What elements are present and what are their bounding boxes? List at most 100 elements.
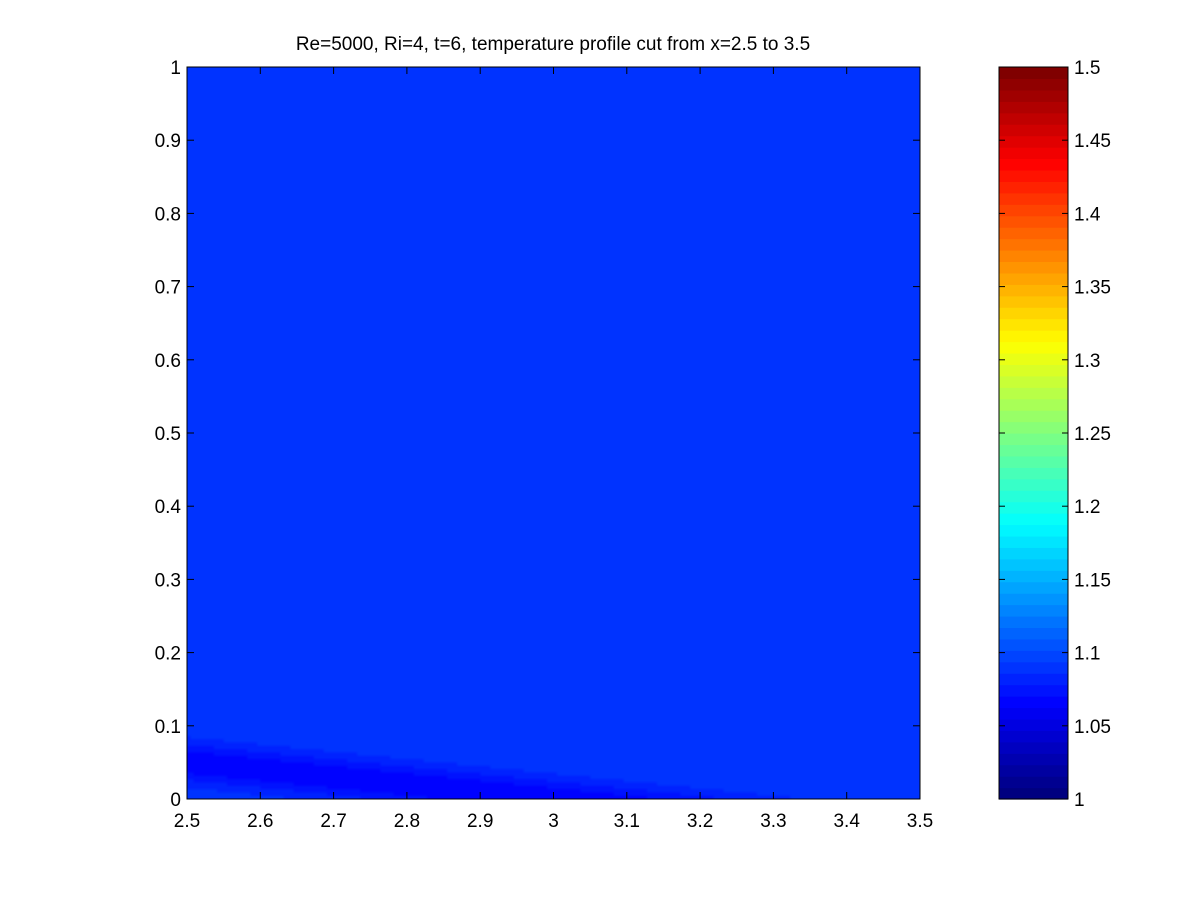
y-tick-label: 0: [170, 790, 181, 811]
colorbar-level: [999, 364, 1068, 377]
colorbar-level: [999, 467, 1068, 480]
colorbar-level: [999, 581, 1068, 594]
colorbar-tick-label: 1.05: [1074, 717, 1111, 738]
colorbar: [998, 66, 1069, 800]
colorbar-level: [999, 387, 1068, 400]
colorbar-level: [999, 501, 1068, 514]
colorbar-level: [999, 101, 1068, 114]
colorbar-level: [999, 673, 1068, 686]
colorbar-level: [999, 67, 1068, 80]
x-tick-label: 3.2: [687, 811, 713, 832]
y-tick-label: 0.5: [155, 424, 181, 445]
colorbar-level: [999, 158, 1068, 171]
colorbar-level: [999, 593, 1068, 606]
y-tick-label: 1: [170, 58, 181, 79]
colorbar-level: [999, 570, 1068, 583]
x-tick-label: 2.8: [394, 811, 420, 832]
colorbar-level: [999, 215, 1068, 228]
colorbar-level: [999, 764, 1068, 777]
colorbar-level: [999, 375, 1068, 388]
colorbar-level: [999, 272, 1068, 285]
colorbar-level: [999, 284, 1068, 297]
colorbar-level: [999, 455, 1068, 468]
colorbar-level: [999, 524, 1068, 537]
colorbar-tick-label: 1.2: [1074, 497, 1100, 518]
colorbar-level: [999, 444, 1068, 457]
colorbar-level: [999, 204, 1068, 217]
x-tick-label: 2.9: [467, 811, 493, 832]
y-tick-label: 0.6: [155, 351, 181, 372]
colorbar-level: [999, 147, 1068, 160]
colorbar-level: [999, 616, 1068, 629]
x-axis: 2.5 2.6 2.7 2.8 2.9 3 3.1 3.2 3.3 3.4 3.5: [174, 67, 933, 832]
colorbar-level: [999, 558, 1068, 571]
colorbar-level: [999, 650, 1068, 663]
temperature-field-image: [187, 67, 920, 799]
y-tick-label: 0.1: [155, 717, 181, 738]
colorbar-level: [999, 696, 1068, 709]
colorbar-level: [999, 627, 1068, 640]
colorbar-level: [999, 421, 1068, 434]
y-tick-label: 0.3: [155, 570, 181, 591]
colorbar-tick-label: 1.25: [1074, 424, 1111, 445]
chart-title: Re=5000, Ri=4, t=6, temperature profile …: [296, 34, 810, 55]
colorbar-level: [999, 410, 1068, 423]
colorbar-level: [999, 776, 1068, 789]
colorbar-level: [999, 478, 1068, 491]
colorbar-level: [999, 638, 1068, 651]
colorbar-level: [999, 730, 1068, 743]
colorbar-level: [999, 250, 1068, 263]
colorbar-level: [999, 398, 1068, 411]
y-tick-label: 0.8: [155, 204, 181, 225]
y-tick-label: 0.9: [155, 131, 181, 152]
colorbar-level: [999, 318, 1068, 331]
colorbar-tick-label: 1: [1074, 790, 1085, 811]
colorbar-tick-label: 1.35: [1074, 278, 1111, 299]
x-tick-label: 2.7: [320, 811, 346, 832]
colorbar-level: [999, 227, 1068, 240]
colorbar-level: [999, 707, 1068, 720]
x-tick-label: 3.1: [614, 811, 640, 832]
x-tick-label: 3.3: [760, 811, 786, 832]
x-tick-label: 3.4: [833, 811, 860, 832]
colorbar-level: [999, 238, 1068, 251]
heatmap-plot-area: [186, 66, 921, 800]
x-tick-label: 2.5: [174, 811, 200, 832]
x-tick-label: 3: [548, 811, 559, 832]
colorbar-tick-label: 1.4: [1074, 204, 1101, 225]
colorbar-level: [999, 604, 1068, 617]
colorbar-tick-label: 1.45: [1074, 131, 1111, 152]
y-tick-label: 0.7: [155, 278, 181, 299]
colorbar-level: [999, 295, 1068, 308]
colorbar-level: [999, 307, 1068, 320]
colorbar-level: [999, 112, 1068, 125]
colorbar-level: [999, 135, 1068, 148]
colorbar-level: [999, 124, 1068, 137]
colorbar-level: [999, 181, 1068, 194]
colorbar-level: [999, 78, 1068, 91]
x-tick-label: 2.6: [247, 811, 273, 832]
colorbar-level: [999, 741, 1068, 754]
y-axis: 0 0.1 0.2 0.3 0.4 0.5 0.6 0.7 0.8 0.9 1: [155, 58, 920, 811]
colorbar-level: [999, 718, 1068, 731]
colorbar-tick-label: 1.3: [1074, 351, 1100, 372]
colorbar-level: [999, 192, 1068, 205]
colorbar-level: [999, 169, 1068, 182]
colorbar-level: [999, 89, 1068, 102]
colorbar-axis: 1 1.05 1.1 1.15 1.2 1.25 1.3 1.35 1.4 1.45 1.5: [999, 58, 1111, 811]
colorbar-level: [999, 513, 1068, 526]
colorbar-tick-label: 1.5: [1074, 58, 1100, 79]
colorbar-level: [999, 330, 1068, 343]
colorbar-level: [999, 261, 1068, 274]
x-tick-label: 3.5: [907, 811, 933, 832]
colorbar-level: [999, 433, 1068, 446]
colorbar-tick-label: 1.1: [1074, 644, 1100, 665]
colorbar-level: [999, 787, 1068, 800]
colorbar-tick-label: 1.15: [1074, 570, 1111, 591]
colorbar-level: [999, 352, 1068, 365]
colorbar-level: [999, 684, 1068, 697]
colorbar-level: [999, 547, 1068, 560]
colorbar-level: [999, 535, 1068, 548]
colorbar-level: [999, 490, 1068, 503]
